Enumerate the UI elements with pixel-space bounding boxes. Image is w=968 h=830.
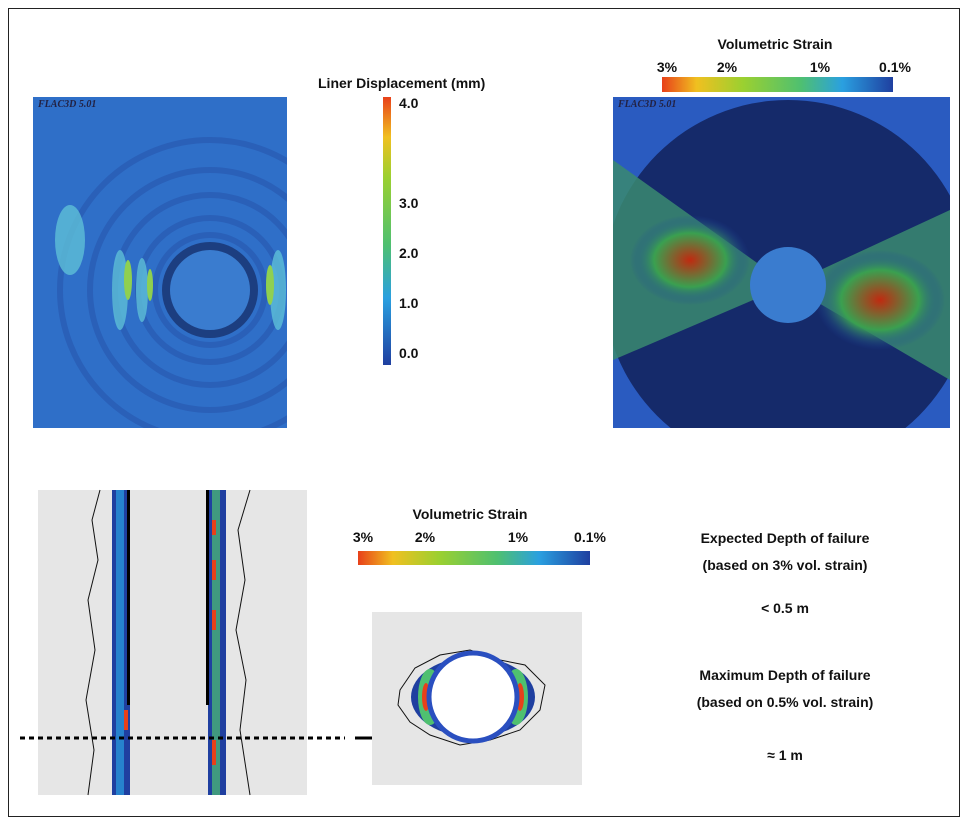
scale-title: Volumetric Strain bbox=[413, 506, 528, 522]
strain-image: FLAC3D 5.01 bbox=[603, 97, 968, 470]
scale-label: 1% bbox=[508, 529, 529, 545]
scale-title: Volumetric Strain bbox=[718, 36, 833, 52]
note-title: Maximum Depth of failure bbox=[699, 667, 870, 683]
colorbar bbox=[383, 97, 391, 365]
watermark: FLAC3D 5.01 bbox=[617, 99, 676, 110]
scale-title: Liner Displacement (mm) bbox=[318, 75, 485, 91]
scale-label: 1% bbox=[810, 59, 831, 75]
page: FLAC3D 5.01 Liner Displacement (mm) 4.0 … bbox=[0, 0, 968, 825]
figure: FLAC3D 5.01 Liner Displacement (mm) 4.0 … bbox=[0, 0, 968, 825]
scale-label: 2% bbox=[415, 529, 436, 545]
scale-label: 0.1% bbox=[574, 529, 606, 545]
scale-label: 2.0 bbox=[399, 245, 419, 261]
note-basis: (based on 3% vol. strain) bbox=[703, 557, 868, 573]
note-value: < 0.5 m bbox=[761, 600, 809, 616]
scale-label: 1.0 bbox=[399, 295, 419, 311]
watermark: FLAC3D 5.01 bbox=[37, 99, 96, 110]
scale-label: 3.0 bbox=[399, 195, 419, 211]
note-basis: (based on 0.5% vol. strain) bbox=[697, 694, 874, 710]
borehole-image bbox=[38, 490, 307, 795]
note-title: Expected Depth of failure bbox=[701, 530, 870, 546]
notes: Expected Depth of failure (based on 3% v… bbox=[697, 530, 874, 763]
scale-label: 4.0 bbox=[399, 95, 419, 111]
scale-label: 2% bbox=[717, 59, 738, 75]
scale-label: 3% bbox=[657, 59, 678, 75]
colorbar bbox=[358, 551, 590, 565]
scale-labels: 4.0 3.0 2.0 1.0 0.0 bbox=[399, 95, 419, 361]
note-value: ≈ 1 m bbox=[767, 747, 803, 763]
cross-section bbox=[372, 612, 582, 785]
displacement-image: FLAC3D 5.01 bbox=[33, 97, 360, 440]
scale-label: 0.0 bbox=[399, 345, 419, 361]
scale-label: 3% bbox=[353, 529, 374, 545]
colorbar bbox=[662, 77, 893, 92]
scale-label: 0.1% bbox=[879, 59, 911, 75]
